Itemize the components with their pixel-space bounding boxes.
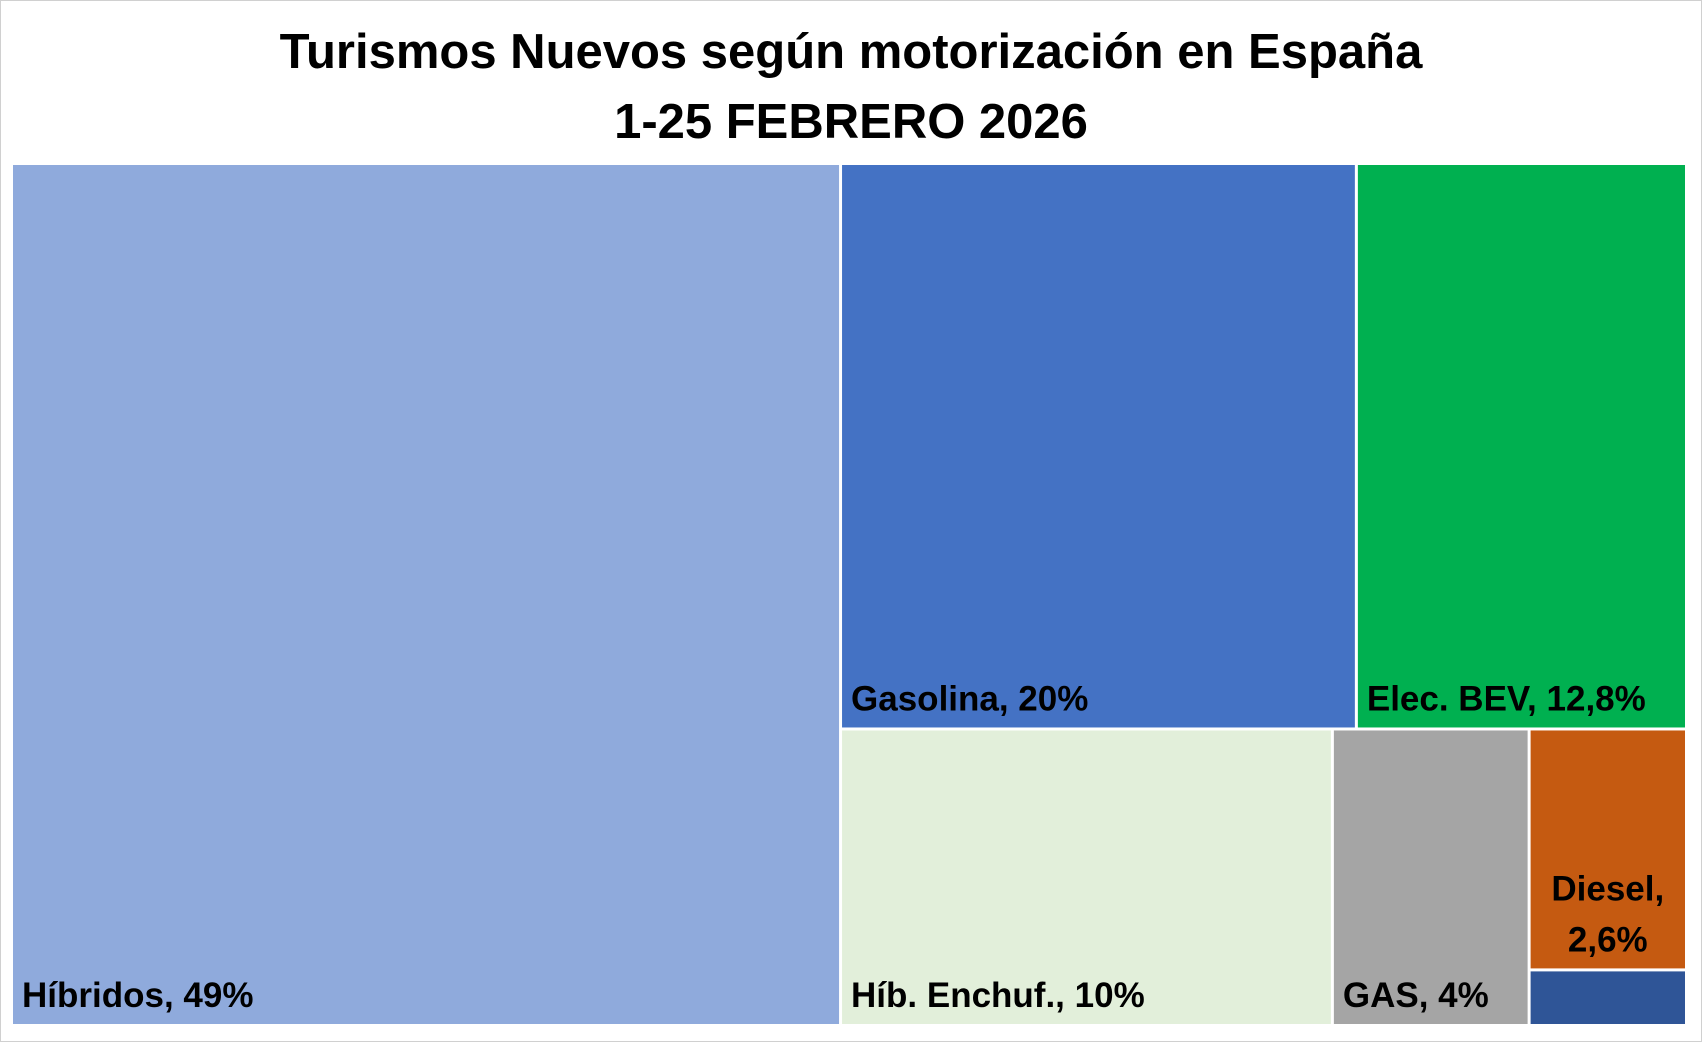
tile-label-hibridos: Híbridos, 49%	[22, 976, 253, 1015]
treemap-tiles	[13, 165, 1685, 1024]
tile-label-hib-enchuf: Híb. Enchuf., 10%	[851, 976, 1145, 1015]
chart-title: Turismos Nuevos según motorización en Es…	[279, 25, 1423, 79]
tile-elec-bev	[1357, 165, 1685, 728]
tile-label-diesel-line-1: Diesel,	[1551, 869, 1664, 908]
tile-other	[1530, 971, 1685, 1024]
tile-gasolina	[842, 165, 1355, 728]
treemap-labels: Híbridos, 49% Gasolina, 20% Elec. BEV, 12,…	[22, 679, 1664, 1015]
tile-label-diesel-line-2: 2,6%	[1568, 920, 1648, 959]
tile-diesel	[1530, 730, 1685, 969]
tile-label-gas: GAS, 4%	[1343, 976, 1489, 1015]
tile-hib-enchuf	[842, 730, 1331, 1024]
tile-hibridos	[13, 165, 840, 1024]
tile-gas	[1333, 730, 1528, 1024]
tile-label-elec-bev: Elec. BEV, 12,8%	[1367, 679, 1646, 718]
chart-subtitle: 1-25 FEBRERO 2026	[614, 95, 1088, 149]
tile-label-gasolina: Gasolina, 20%	[851, 679, 1088, 718]
